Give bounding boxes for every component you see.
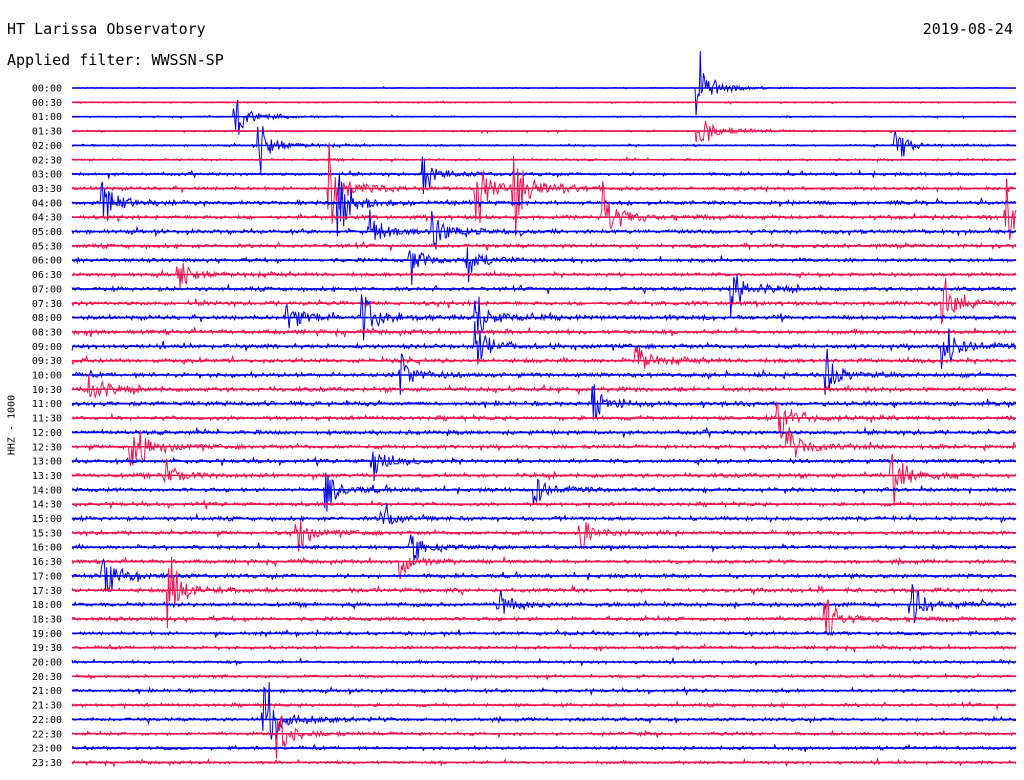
time-tick-label: 20:00 [32, 658, 62, 669]
time-tick-label: 16:00 [32, 543, 62, 554]
trace-1400 [72, 472, 1017, 512]
page-title: HT Larissa Observatory [7, 20, 206, 38]
record-date: 2019-08-24 [922, 20, 1013, 38]
time-tick-label: 03:00 [32, 170, 62, 181]
filter-label: Applied filter: WWSSN-SP [7, 51, 224, 69]
time-tick-label: 14:30 [32, 500, 62, 511]
time-tick-label: 07:00 [32, 284, 62, 295]
time-tick-label: 23:30 [32, 758, 62, 769]
time-tick-label: 00:00 [32, 84, 62, 95]
trace-0400 [71, 172, 1017, 237]
time-tick-label: 15:30 [32, 528, 62, 539]
trace-0600 [71, 247, 1017, 285]
time-tick-label: 08:30 [32, 327, 62, 338]
time-tick-label: 05:00 [32, 227, 62, 238]
time-tick-label: 23:00 [32, 744, 62, 755]
time-tick-label: 01:00 [32, 112, 62, 123]
trace-1500 [71, 503, 1017, 525]
time-tick-label: 22:30 [32, 729, 62, 740]
time-tick-label: 18:00 [32, 600, 62, 611]
time-tick-label: 06:00 [32, 256, 62, 267]
time-tick-label: 09:30 [32, 356, 62, 367]
time-tick-label: 05:30 [32, 241, 62, 252]
time-tick-label: 16:30 [32, 557, 62, 568]
trace-0500 [71, 209, 1017, 250]
time-tick-label: 13:00 [32, 457, 62, 468]
time-tick-label: 00:30 [32, 98, 62, 109]
time-tick-label: 19:00 [32, 629, 62, 640]
time-tick-label: 22:00 [32, 715, 62, 726]
time-tick-label: 01:30 [32, 127, 62, 138]
time-tick-label: 08:00 [32, 313, 62, 324]
time-tick-label: 21:00 [32, 686, 62, 697]
time-tick-label: 15:00 [32, 514, 62, 525]
trace-0630 [71, 263, 1017, 289]
trace-0330 [71, 142, 1017, 237]
trace-0700 [71, 273, 1017, 318]
time-tick-label: 21:30 [32, 701, 62, 712]
trace-0900 [71, 321, 1017, 369]
time-tick-label: 10:00 [32, 371, 62, 382]
time-tick-label: 06:30 [32, 270, 62, 281]
time-tick-label: 13:30 [32, 471, 62, 482]
time-tick-label: 03:30 [32, 184, 62, 195]
trace-2230 [71, 714, 1017, 759]
time-tick-label: 04:30 [32, 213, 62, 224]
time-tick-label: 07:30 [32, 299, 62, 310]
time-tick-label: 02:00 [32, 141, 62, 152]
time-tick-label: 12:30 [32, 442, 62, 453]
time-tick-label: 11:30 [32, 414, 62, 425]
time-tick-label: 04:00 [32, 198, 62, 209]
trace-0200 [71, 126, 1017, 173]
time-tick-label: 17:00 [32, 571, 62, 582]
time-tick-label: 10:30 [32, 385, 62, 396]
trace-0000 [71, 50, 1017, 116]
trace-1630 [71, 555, 1017, 580]
time-tick-label: 20:30 [32, 672, 62, 683]
trace-0930 [71, 346, 1017, 369]
time-tick-label: 14:00 [32, 485, 62, 496]
time-tick-label: 18:30 [32, 614, 62, 625]
time-tick-label: 02:30 [32, 155, 62, 166]
time-tick-label: 12:00 [32, 428, 62, 439]
time-tick-label: 09:00 [32, 342, 62, 353]
time-tick-label: 11:00 [32, 399, 62, 410]
trace-1300 [71, 451, 1017, 481]
time-tick-label: 17:30 [32, 586, 62, 597]
time-tick-label: 19:30 [32, 643, 62, 654]
